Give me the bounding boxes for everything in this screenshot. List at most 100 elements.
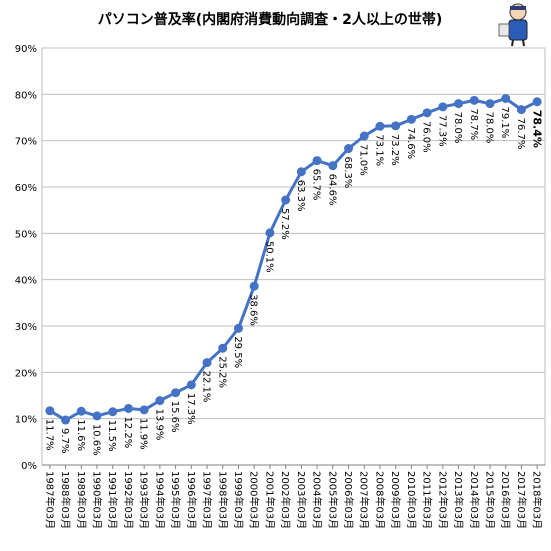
data-point <box>186 380 196 390</box>
y-tick-label: 0% <box>21 461 37 472</box>
data-point <box>92 411 102 421</box>
x-tick-label: 2001年03月 <box>263 471 276 529</box>
data-point <box>391 121 401 131</box>
data-point <box>281 195 291 205</box>
data-label: 68.3% <box>342 157 353 189</box>
data-label: 10.6% <box>91 424 102 456</box>
data-point <box>155 396 165 406</box>
data-label: 11.7% <box>43 419 54 451</box>
data-point <box>454 99 464 109</box>
data-point <box>265 228 275 238</box>
data-label: 11.5% <box>106 420 117 452</box>
data-point <box>76 406 86 416</box>
data-point <box>45 406 55 416</box>
x-tick-label: 2017年03月 <box>515 471 528 529</box>
x-tick-label: 1998年03月 <box>216 471 229 529</box>
x-tick-label: 2010年03月 <box>405 471 418 529</box>
data-label: 17.3% <box>185 393 196 425</box>
y-tick-label: 20% <box>15 368 37 379</box>
y-tick-label: 90% <box>15 44 37 55</box>
data-label: 74.6% <box>405 127 416 159</box>
data-label: 71.0% <box>358 144 369 176</box>
x-tick-label: 1995年03月 <box>169 471 182 529</box>
data-label: 76.0% <box>421 121 432 153</box>
data-point <box>422 108 432 118</box>
x-tick-label: 2003年03月 <box>295 471 308 529</box>
x-tick-label: 1996年03月 <box>185 471 198 529</box>
data-point <box>61 415 71 425</box>
axes: 0%10%20%30%40%50%60%70%80%90%1987年03月 198… <box>15 44 545 529</box>
x-tick-label: 2007年03月 <box>358 471 371 529</box>
data-label: 65.7% <box>311 169 322 201</box>
data-label: 57.2% <box>279 208 290 240</box>
data-point <box>108 407 118 417</box>
x-tick-label: 1994年03月 <box>153 471 166 529</box>
x-tick-label: 2012年03月 <box>436 471 449 529</box>
data-label: 78.4% <box>531 110 544 148</box>
data-point <box>359 131 369 141</box>
x-tick-label: 1997年03月 <box>201 471 214 529</box>
x-tick-label: 2002年03月 <box>279 471 292 529</box>
x-tick-label: 2006年03月 <box>342 471 355 529</box>
x-tick-label: 1989年03月 <box>75 471 88 529</box>
y-tick-label: 30% <box>15 322 37 333</box>
data-point <box>312 156 322 166</box>
data-point <box>249 281 259 291</box>
data-label: 76.7% <box>515 118 526 150</box>
data-point <box>296 167 306 177</box>
data-label: 78.0% <box>483 112 494 144</box>
data-label: 13.9% <box>153 409 164 441</box>
data-point <box>485 99 495 109</box>
data-point <box>202 358 212 368</box>
data-label: 64.6% <box>326 174 337 206</box>
data-point <box>375 121 385 131</box>
data-point <box>218 343 228 353</box>
x-tick-label: 1988年03月 <box>59 471 72 529</box>
y-tick-label: 70% <box>15 137 37 148</box>
x-tick-label: 2005年03月 <box>326 471 339 529</box>
data-point <box>344 144 354 154</box>
data-point <box>516 105 526 115</box>
x-tick-label: 1992年03月 <box>122 471 135 529</box>
x-tick-label: 2016年03月 <box>499 471 512 529</box>
data-label: 63.3% <box>295 180 306 212</box>
cartoon-mascot-icon <box>498 3 528 47</box>
data-point <box>139 405 149 415</box>
x-tick-label: 2011年03月 <box>421 471 434 529</box>
data-point <box>469 95 479 105</box>
x-tick-label: 1990年03月 <box>91 471 104 529</box>
x-tick-label: 2004年03月 <box>311 471 324 529</box>
series-line <box>45 94 542 425</box>
data-label: 29.5% <box>232 336 243 368</box>
chart-title: パソコン普及率(内閣府消費動向調査・2人以上の世帯) <box>98 11 443 28</box>
data-point <box>233 323 243 333</box>
data-label: 77.3% <box>436 115 447 147</box>
data-label: 50.1% <box>263 241 274 273</box>
x-tick-label: 1999年03月 <box>232 471 245 529</box>
data-label: 78.0% <box>452 112 463 144</box>
data-label: 73.1% <box>373 134 384 166</box>
data-label: 73.2% <box>389 134 400 166</box>
data-point <box>501 94 511 104</box>
x-tick-label: 1987年03月 <box>43 471 56 529</box>
data-label: 15.6% <box>169 401 180 433</box>
x-tick-label: 2008年03月 <box>373 471 386 529</box>
x-tick-label: 2013年03月 <box>452 471 465 529</box>
y-tick-label: 10% <box>15 415 37 426</box>
data-label: 11.6% <box>75 419 86 451</box>
x-tick-label: 2015年03月 <box>483 471 496 529</box>
x-tick-label: 1993年03月 <box>138 471 151 529</box>
data-point <box>328 161 338 171</box>
data-label: 38.6% <box>248 294 259 326</box>
x-tick-label: 2009年03月 <box>389 471 402 529</box>
y-tick-label: 50% <box>15 229 37 240</box>
y-tick-label: 40% <box>15 276 37 287</box>
x-tick-label: 2014年03月 <box>468 471 481 529</box>
data-label: 12.2% <box>122 416 133 448</box>
data-point <box>171 388 181 398</box>
x-tick-label: 2000年03月 <box>248 471 261 529</box>
x-tick-label: 1991年03月 <box>106 471 119 529</box>
data-point <box>438 102 448 112</box>
